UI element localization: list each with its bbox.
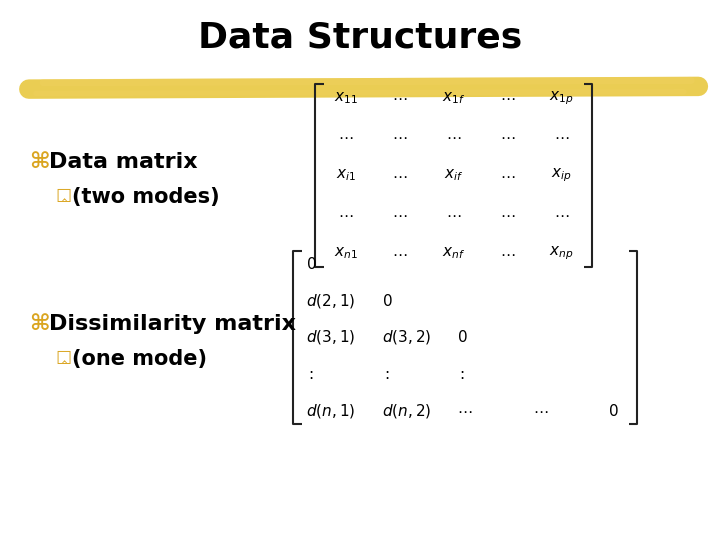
Text: $d(3,2)$: $d(3,2)$	[382, 328, 431, 347]
Text: $\cdots$: $\cdots$	[446, 129, 462, 144]
Text: $\cdots$: $\cdots$	[500, 168, 516, 183]
Text: $0$: $0$	[306, 256, 317, 272]
Text: ⌘: ⌘	[30, 152, 50, 172]
Text: $x_{nf}$: $x_{nf}$	[442, 245, 465, 261]
Text: $d(2,1)$: $d(2,1)$	[306, 292, 356, 310]
Text: $\cdots$: $\cdots$	[338, 207, 354, 222]
Text: ⌘: ⌘	[30, 314, 50, 334]
Text: ‸: ‸	[60, 191, 67, 201]
Text: $\cdots$: $\cdots$	[392, 129, 408, 144]
Text: (two modes): (two modes)	[72, 187, 220, 207]
Text: $\cdots$: $\cdots$	[500, 90, 516, 105]
Text: $x_{n1}$: $x_{n1}$	[333, 245, 358, 261]
Text: $\cdots$: $\cdots$	[392, 90, 408, 105]
Text: $:$: $:$	[306, 367, 315, 382]
Text: $\cdots$: $\cdots$	[457, 403, 472, 418]
Text: $d(3,1)$: $d(3,1)$	[306, 328, 356, 347]
Text: $x_{ip}$: $x_{ip}$	[552, 167, 572, 184]
Text: Data Structures: Data Structures	[198, 21, 522, 55]
Text: $\cdots$: $\cdots$	[392, 168, 408, 183]
Text: $x_{if}$: $x_{if}$	[444, 167, 464, 184]
Text: $x_{11}$: $x_{11}$	[333, 90, 358, 106]
Text: Data matrix: Data matrix	[49, 152, 197, 172]
Text: ☐: ☐	[55, 350, 71, 368]
Text: $x_{i1}$: $x_{i1}$	[336, 167, 356, 184]
Text: $\cdots$: $\cdots$	[338, 129, 354, 144]
Text: $\cdots$: $\cdots$	[500, 129, 516, 144]
Text: $\cdots$: $\cdots$	[500, 207, 516, 222]
Text: $\cdots$: $\cdots$	[533, 403, 548, 418]
Text: ☐: ☐	[55, 188, 71, 206]
Text: $x_{1p}$: $x_{1p}$	[549, 89, 574, 106]
Text: $:$: $:$	[457, 367, 466, 382]
Text: $0$: $0$	[382, 293, 392, 309]
Text: $d(n,2)$: $d(n,2)$	[382, 402, 431, 420]
Text: $0$: $0$	[457, 329, 468, 346]
Text: $0$: $0$	[608, 403, 619, 419]
Text: $d(n,1)$: $d(n,1)$	[306, 402, 356, 420]
Text: $\cdots$: $\cdots$	[446, 207, 462, 222]
Text: $x_{np}$: $x_{np}$	[549, 245, 574, 262]
Text: (one mode): (one mode)	[72, 349, 207, 369]
Text: $\cdots$: $\cdots$	[500, 246, 516, 261]
Text: ‸: ‸	[60, 353, 67, 363]
Text: $x_{1f}$: $x_{1f}$	[442, 90, 465, 106]
Text: $\cdots$: $\cdots$	[554, 207, 570, 222]
Text: $\cdots$: $\cdots$	[392, 207, 408, 222]
Text: Dissimilarity matrix: Dissimilarity matrix	[49, 314, 296, 334]
Text: $\cdots$: $\cdots$	[554, 129, 570, 144]
Text: $\cdots$: $\cdots$	[392, 246, 408, 261]
Text: $:$: $:$	[382, 367, 390, 382]
